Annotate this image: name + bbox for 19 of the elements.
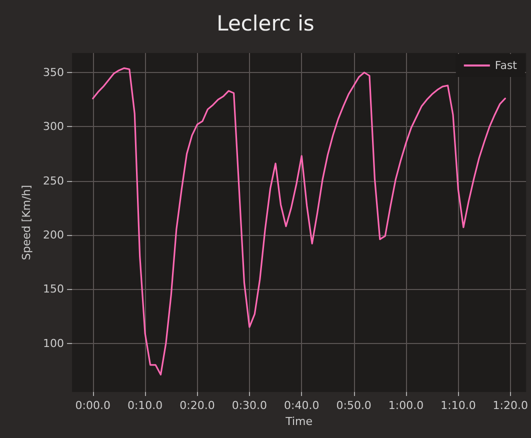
y-tick-label: 250 xyxy=(43,174,64,188)
x-tick-label: 0:50.0 xyxy=(336,399,372,412)
x-tick-label: 1:20.0 xyxy=(492,399,528,412)
x-tick-label: 1:10.0 xyxy=(440,399,476,412)
y-tick-label: 300 xyxy=(43,120,64,134)
y-tick-label: 100 xyxy=(43,336,64,350)
legend-label: Fast xyxy=(494,59,518,72)
x-tick-label: 0:00.0 xyxy=(75,399,110,412)
x-axis-title: Time xyxy=(284,415,313,428)
x-tick-label: 0:20.0 xyxy=(180,399,215,412)
y-tick-label: 200 xyxy=(43,228,64,242)
y-axis-title: Speed [Km/h] xyxy=(20,184,33,260)
x-tick-label: 0:40.0 xyxy=(284,399,320,412)
x-tick-label: 1:00.0 xyxy=(388,399,424,412)
x-tick-label: 0:10.0 xyxy=(127,399,163,412)
x-tick-label: 0:30.0 xyxy=(232,399,268,412)
y-tick-label: 150 xyxy=(43,282,64,296)
chart-title: Leclerc is xyxy=(216,12,314,36)
y-tick-label: 350 xyxy=(43,66,64,79)
